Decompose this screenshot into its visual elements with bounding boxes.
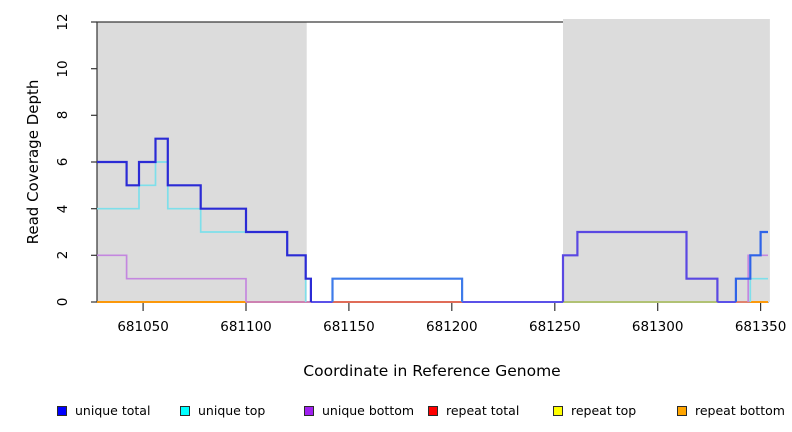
legend-swatch: [553, 405, 563, 416]
series-unique-top-path: [331, 277, 463, 302]
legend-item-repeat-bottom: repeat bottom: [677, 403, 785, 418]
legend-label: unique top: [198, 403, 266, 418]
y-tick-label: 8: [55, 111, 71, 120]
legend-label: unique bottom: [322, 403, 415, 418]
x-tick-label: 681150: [323, 319, 375, 335]
series-unique-total-path: [97, 137, 312, 302]
series-unique-bottom-path: [97, 254, 247, 302]
legend-label: repeat total: [446, 403, 520, 418]
series-unique-total-path: [331, 277, 464, 302]
legend-swatch: [57, 405, 67, 416]
x-tick-label: 681050: [117, 319, 169, 335]
x-tick-label: 681100: [220, 319, 272, 335]
series-unique-total-path: [734, 230, 768, 302]
legend-label: repeat bottom: [695, 403, 785, 418]
legend-item-repeat-top: repeat top: [553, 403, 636, 418]
y-tick-label: 10: [55, 60, 71, 78]
legend-swatch: [180, 405, 190, 416]
x-tick-label: 681350: [734, 319, 787, 335]
y-tick-label: 2: [55, 251, 71, 260]
legend-label: repeat top: [571, 403, 637, 418]
x-tick-label: 681250: [529, 319, 581, 335]
legend-swatch: [304, 405, 314, 416]
legend-label: unique total: [75, 403, 151, 418]
x-tick-label: 681200: [426, 319, 478, 335]
legend-item-unique-bottom: unique bottom: [304, 403, 414, 418]
y-tick-label: 6: [55, 157, 71, 167]
shaded-repeat-region: [563, 19, 770, 302]
legend-item-unique-top: unique top: [180, 403, 265, 418]
x-tick-label: 681300: [631, 319, 684, 335]
y-axis-title: Read Coverage Depth: [24, 79, 42, 245]
legend-item-unique-total: unique total: [57, 403, 150, 418]
legend-swatch: [677, 405, 687, 416]
legend-swatch: [428, 405, 438, 416]
y-tick-label: 4: [55, 204, 71, 213]
shaded-repeat-region: [97, 22, 307, 302]
series-unique-total-path: [561, 230, 719, 302]
legend-item-repeat-total: repeat total: [428, 403, 519, 418]
y-tick-label: 12: [55, 13, 71, 31]
x-axis-title: Coordinate in Reference Genome: [303, 362, 561, 380]
y-tick-label: 0: [55, 297, 71, 307]
